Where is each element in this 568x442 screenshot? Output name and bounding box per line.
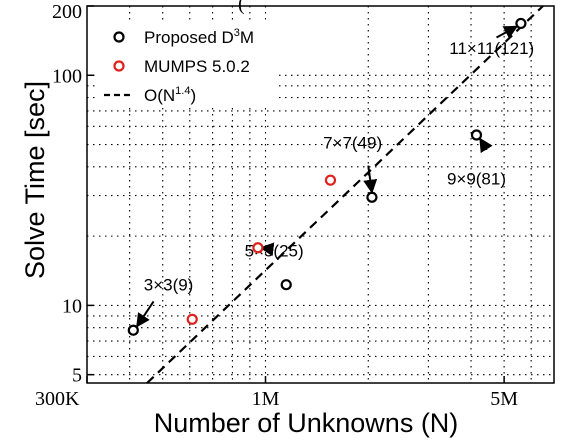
data-point — [127, 324, 139, 336]
x-tick-label: 5M — [490, 388, 518, 410]
x-tick-label: 300K — [35, 388, 80, 410]
annotation-label: 11×11(121) — [449, 39, 534, 58]
data-point — [366, 191, 378, 203]
annotation-label: 9×9(81) — [447, 170, 506, 189]
partial-title: ( — [238, 0, 245, 15]
annotations: 3×3(9)5×5(25)7×7(49)9×9(81)11×11(121) — [136, 25, 534, 328]
x-axis-title: Number of Unknowns (N) — [154, 408, 459, 438]
y-tick-label: 10 — [62, 295, 82, 317]
y-tick-label: 5 — [72, 365, 82, 387]
legend-entry-label: Proposed D3M — [144, 27, 254, 47]
y-axis-title: Solve Time [sec] — [20, 81, 50, 279]
data-point — [280, 279, 292, 291]
annotation-arrow — [496, 25, 519, 39]
legend-entry-label: MUMPS 5.0.2 — [144, 57, 250, 76]
y-axis-ticks: 5 10 100 200 — [52, 1, 94, 387]
data-point — [186, 313, 198, 325]
data-point — [470, 129, 483, 141]
legend-marker-swatch — [113, 60, 125, 72]
data-points — [127, 17, 527, 336]
annotation-label: 7×7(49) — [323, 134, 382, 153]
annotation-arrow — [136, 300, 155, 328]
x-tick-label: 1M — [252, 388, 280, 410]
legend-entry-label: O(N1.4) — [144, 85, 196, 105]
data-point — [324, 174, 337, 186]
annotation-label: 3×3(9) — [144, 276, 194, 295]
annotation-arrow — [479, 137, 493, 154]
legend-box — [98, 20, 278, 108]
legend: Proposed D3M MUMPS 5.0.2 O(N1.4) — [98, 20, 278, 108]
data-point — [252, 242, 264, 254]
x-axis-ticks: 300K 1M 5M — [35, 376, 518, 410]
data-point — [515, 17, 527, 30]
y-tick-label: 100 — [52, 65, 82, 87]
y-tick-label: 200 — [52, 1, 82, 23]
plot-frame — [86, 5, 555, 384]
annotation-arrow — [363, 165, 378, 194]
series-lines — [146, 5, 544, 384]
fit-line — [146, 5, 544, 384]
legend-marker-swatch — [113, 31, 125, 43]
